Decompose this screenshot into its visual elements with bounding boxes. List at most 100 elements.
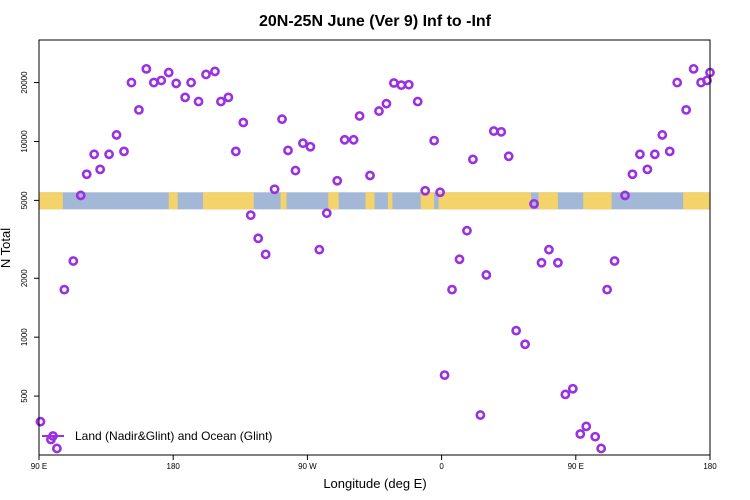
data-point	[620, 190, 630, 201]
data-point	[201, 69, 211, 80]
data-point	[104, 149, 114, 160]
data-point	[171, 78, 182, 89]
data-point	[609, 256, 620, 266]
data-point	[702, 75, 712, 86]
data-point	[429, 135, 440, 146]
data-point	[681, 104, 692, 115]
data-point	[253, 233, 264, 244]
data-point	[298, 138, 308, 149]
data-point	[462, 225, 472, 236]
data-point	[435, 187, 446, 198]
data-point	[35, 416, 46, 427]
x-axis-ticks: 90 E 180 90 W 0 90 E 180	[31, 455, 717, 471]
data-point	[216, 96, 226, 107]
data-point	[111, 130, 122, 140]
data-point	[672, 77, 683, 88]
data-point	[581, 421, 592, 432]
land-segment	[203, 192, 254, 210]
land-ocean-band	[39, 192, 710, 210]
data-point	[314, 244, 325, 255]
plot-frame	[38, 39, 711, 456]
data-point	[290, 165, 301, 176]
data-point	[374, 106, 384, 116]
data-point	[403, 79, 414, 90]
x-tick-label: 180	[703, 462, 717, 471]
data-point	[590, 431, 601, 442]
data-point	[649, 149, 660, 160]
data-point	[223, 92, 234, 103]
data-point	[365, 170, 375, 181]
data-point	[59, 284, 70, 295]
data-point	[321, 208, 332, 219]
x-tick-label: 90 W	[298, 462, 317, 471]
data-point	[536, 257, 547, 268]
data-point	[454, 254, 465, 265]
data-point	[503, 151, 514, 162]
data-point	[635, 149, 645, 160]
y-tick-label: 5000	[20, 191, 29, 209]
data-point	[602, 284, 613, 295]
data-point	[688, 63, 699, 74]
data-point	[447, 284, 457, 295]
land-segment	[39, 192, 63, 210]
land-segment	[328, 192, 339, 210]
data-point	[439, 370, 450, 381]
land-segment	[438, 192, 532, 210]
data-point	[260, 249, 271, 260]
data-point	[81, 169, 92, 180]
land-segment	[420, 192, 435, 210]
data-point	[381, 98, 392, 109]
data-point	[520, 339, 531, 350]
data-point	[475, 410, 486, 420]
land-segment	[365, 192, 375, 210]
land-segment	[387, 192, 393, 210]
data-point	[420, 185, 431, 196]
data-point	[553, 257, 563, 268]
y-tick-label: 10000	[20, 130, 29, 153]
data-point	[496, 126, 507, 137]
data-point	[277, 114, 287, 125]
data-point	[51, 443, 62, 454]
y-tick-label: 1000	[20, 328, 29, 346]
data-point	[230, 146, 241, 157]
data-point	[245, 210, 256, 221]
data-point	[89, 149, 100, 160]
data-point	[95, 164, 106, 175]
x-tick-label: 90 E	[31, 462, 47, 471]
data-point	[511, 325, 522, 336]
data-point	[529, 198, 539, 209]
y-tick-label: 500	[20, 389, 29, 403]
x-tick-label: 90 E	[568, 462, 584, 471]
data-point	[348, 134, 359, 145]
data-point	[141, 63, 152, 74]
data-point	[238, 117, 249, 128]
legend: Land (Nadir&Glint) and Ocean (Glint)	[42, 429, 272, 443]
data-point	[193, 96, 204, 107]
data-point	[119, 146, 129, 157]
data-point	[156, 75, 167, 86]
data-point	[412, 96, 423, 107]
y-axis-label: N Total	[0, 228, 13, 268]
data-point	[468, 154, 478, 165]
data-point	[664, 146, 675, 157]
x-tick-label: 0	[439, 462, 444, 471]
data-point	[567, 383, 578, 394]
data-point	[575, 429, 586, 439]
data-point	[269, 184, 280, 195]
land-segment	[538, 192, 558, 210]
data-point	[68, 256, 79, 266]
data-point	[126, 77, 137, 88]
data-point	[180, 92, 191, 103]
y-tick-label: 20000	[20, 71, 29, 94]
land-segment	[583, 192, 612, 210]
data-point	[354, 111, 365, 121]
data-point	[627, 169, 638, 180]
data-point	[134, 104, 144, 115]
land-segment	[280, 192, 287, 210]
chart-title: 20N-25N June (Ver 9) Inf to -Inf	[259, 13, 492, 30]
data-point	[596, 443, 607, 454]
legend-marker	[48, 431, 58, 441]
y-axis-ticks: 500 1000 2000 5000 10000 20000	[20, 71, 39, 403]
